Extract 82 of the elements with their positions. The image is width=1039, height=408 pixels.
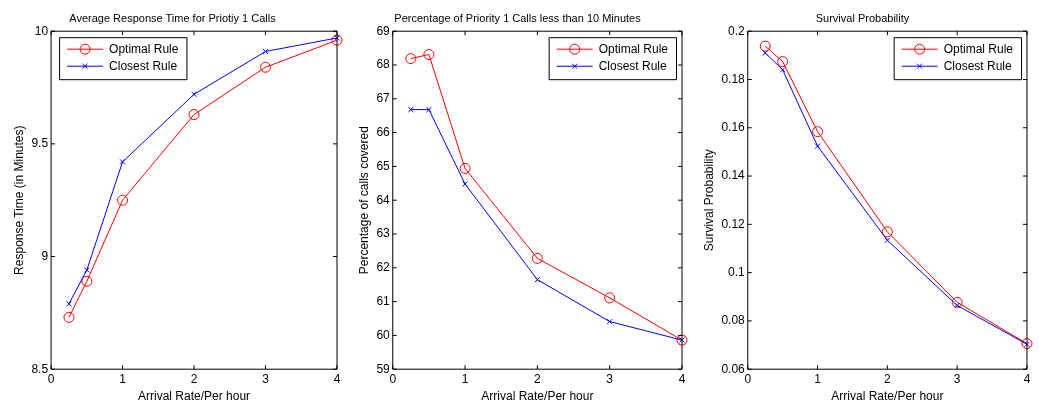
point <box>407 106 414 113</box>
point <box>423 49 435 61</box>
point <box>531 252 543 264</box>
x-tick-label: 1 <box>119 371 127 386</box>
x-tick-label: 4 <box>678 371 686 386</box>
x-tick-label: 2 <box>884 371 892 386</box>
x-axis-title: Arrival Rate/Per hour <box>138 389 251 404</box>
y-tick-label: 61 <box>376 293 391 308</box>
x-axis-title: Arrival Rate/Per hour <box>481 389 594 404</box>
point <box>65 300 72 307</box>
point <box>779 66 786 73</box>
legend-label: Closest Rule <box>598 58 667 73</box>
y-tick-label: 0.14 <box>721 168 746 183</box>
y-tick-label: 63 <box>376 226 391 241</box>
point <box>425 106 432 113</box>
point <box>459 162 471 174</box>
point <box>117 194 129 206</box>
x-tick-label: 3 <box>262 371 270 386</box>
y-axis-title: Response Time (in Minutes) <box>11 125 26 275</box>
legend-label: Closest Rule <box>109 58 178 73</box>
legend-label: Optimal Rule <box>598 41 669 56</box>
point <box>260 61 272 73</box>
x-tick-label: 4 <box>1023 371 1031 386</box>
y-axis-title: Percentage of calls covered <box>356 126 371 275</box>
point <box>119 158 126 165</box>
y-tick-label: 69 <box>376 23 391 38</box>
point <box>191 91 198 98</box>
y-tick-label: 59 <box>376 361 391 376</box>
y-tick-label: 66 <box>376 124 391 139</box>
point <box>604 292 616 304</box>
point <box>759 40 771 52</box>
y-tick-label: 10 <box>34 23 49 38</box>
x-tick-label: 1 <box>814 371 822 386</box>
x-tick-label: 3 <box>953 371 961 386</box>
y-tick-label: 0.2 <box>728 23 746 38</box>
y-tick-label: 62 <box>376 260 391 275</box>
point <box>331 34 343 46</box>
x-tick-label: 2 <box>534 371 542 386</box>
legend-label: Optimal Rule <box>943 41 1014 56</box>
point <box>188 109 200 121</box>
y-tick-label: 0.16 <box>721 120 746 135</box>
y-tick-label: 0.1 <box>728 264 746 279</box>
chart-title: Percentage of Priority 1 Calls less than 10 Minutes <box>394 11 642 24</box>
y-axis-title: Survival Probability <box>701 149 716 252</box>
x-tick-label: 0 <box>744 371 752 386</box>
y-tick-label: 9 <box>41 248 49 263</box>
chart-title: Average Response Time for Priotiy 1 Calls <box>69 11 277 24</box>
y-tick-label: 64 <box>376 192 391 207</box>
x-tick-label: 0 <box>389 371 397 386</box>
point <box>884 237 891 244</box>
y-tick-label: 60 <box>376 327 391 342</box>
y-tick-label: 0.12 <box>721 216 746 231</box>
y-tick-label: 0.18 <box>721 71 746 86</box>
x-tick-label: 4 <box>333 371 341 386</box>
point <box>606 318 613 325</box>
point <box>777 56 789 68</box>
x-tick-label: 2 <box>190 371 198 386</box>
y-tick-label: 0.08 <box>721 313 746 328</box>
point <box>81 275 93 287</box>
y-tick-label: 8.5 <box>31 361 49 376</box>
point <box>951 296 963 308</box>
point <box>534 276 541 283</box>
y-tick-label: 67 <box>376 91 391 106</box>
x-axis-title: Arrival Rate/Per hour <box>831 389 944 404</box>
y-tick-label: 0.06 <box>721 361 746 376</box>
point <box>881 226 893 238</box>
y-tick-label: 9.5 <box>31 136 49 151</box>
legend-label: Optimal Rule <box>109 41 179 56</box>
chart-title: Survival Probability <box>815 11 910 24</box>
x-tick-label: 1 <box>461 371 469 386</box>
point <box>63 311 75 323</box>
point <box>814 143 821 150</box>
point <box>462 181 469 187</box>
point <box>83 267 90 274</box>
x-tick-label: 0 <box>47 371 55 386</box>
point <box>762 49 769 56</box>
point <box>812 126 824 138</box>
point <box>405 53 417 65</box>
legend-label: Closest Rule <box>943 58 1012 73</box>
x-tick-label: 3 <box>606 371 614 386</box>
y-tick-label: 68 <box>376 57 391 72</box>
y-tick-label: 65 <box>376 158 391 173</box>
